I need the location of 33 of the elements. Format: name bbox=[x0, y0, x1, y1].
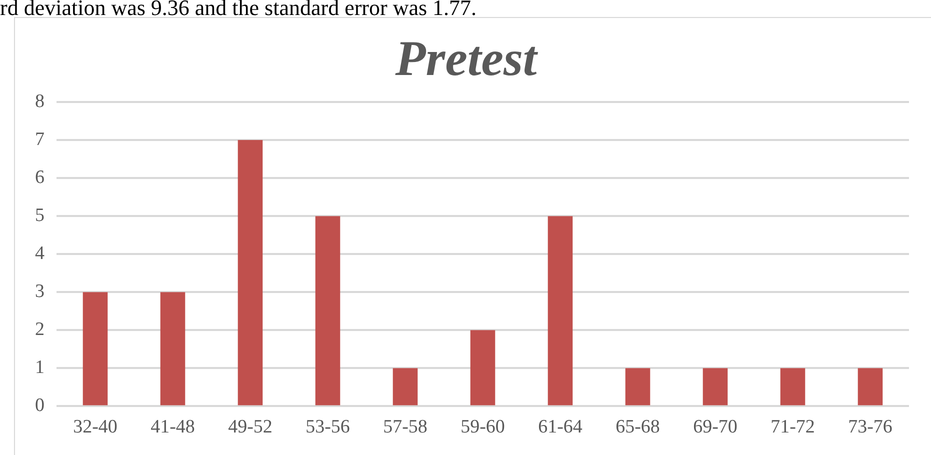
y-tick-label: 1 bbox=[35, 357, 44, 378]
x-tick-label: 65-68 bbox=[616, 416, 660, 438]
bar bbox=[548, 216, 573, 406]
y-tick-label: 4 bbox=[35, 243, 45, 264]
y-tick-label: 0 bbox=[35, 395, 44, 416]
x-tick-label: 71-72 bbox=[770, 416, 815, 438]
y-tick-label: 6 bbox=[35, 167, 44, 188]
y-tick-label: 5 bbox=[35, 205, 44, 226]
chart-title: Pretest bbox=[394, 30, 539, 86]
bar bbox=[702, 368, 728, 406]
x-tick-label: 53-56 bbox=[306, 416, 350, 438]
x-tick-label: 61-64 bbox=[538, 416, 583, 438]
bar bbox=[315, 216, 340, 406]
bar bbox=[82, 292, 108, 406]
text: rd deviation was 9.36 and the standard error was 1.77. bbox=[0, 0, 477, 20]
x-tick-label: 41-48 bbox=[150, 416, 195, 438]
y-tick-label: 3 bbox=[35, 281, 44, 302]
bar bbox=[625, 368, 650, 406]
x-tick-label: 57-58 bbox=[383, 416, 428, 438]
bar bbox=[392, 368, 418, 406]
x-tick-label: 73-76 bbox=[848, 416, 892, 438]
y-tick-label: 2 bbox=[35, 319, 44, 340]
x-tick-label: 59-60 bbox=[460, 416, 505, 438]
bar bbox=[780, 368, 806, 406]
x-tick-label: 49-52 bbox=[228, 416, 272, 438]
bar bbox=[858, 368, 883, 406]
bar bbox=[238, 140, 263, 406]
x-tick-label: 69-70 bbox=[693, 416, 738, 438]
bar bbox=[470, 330, 496, 406]
bar bbox=[160, 292, 186, 406]
x-tick-label: 32-40 bbox=[73, 416, 118, 438]
y-tick-label: 7 bbox=[35, 129, 44, 150]
y-tick-label: 8 bbox=[35, 90, 44, 112]
